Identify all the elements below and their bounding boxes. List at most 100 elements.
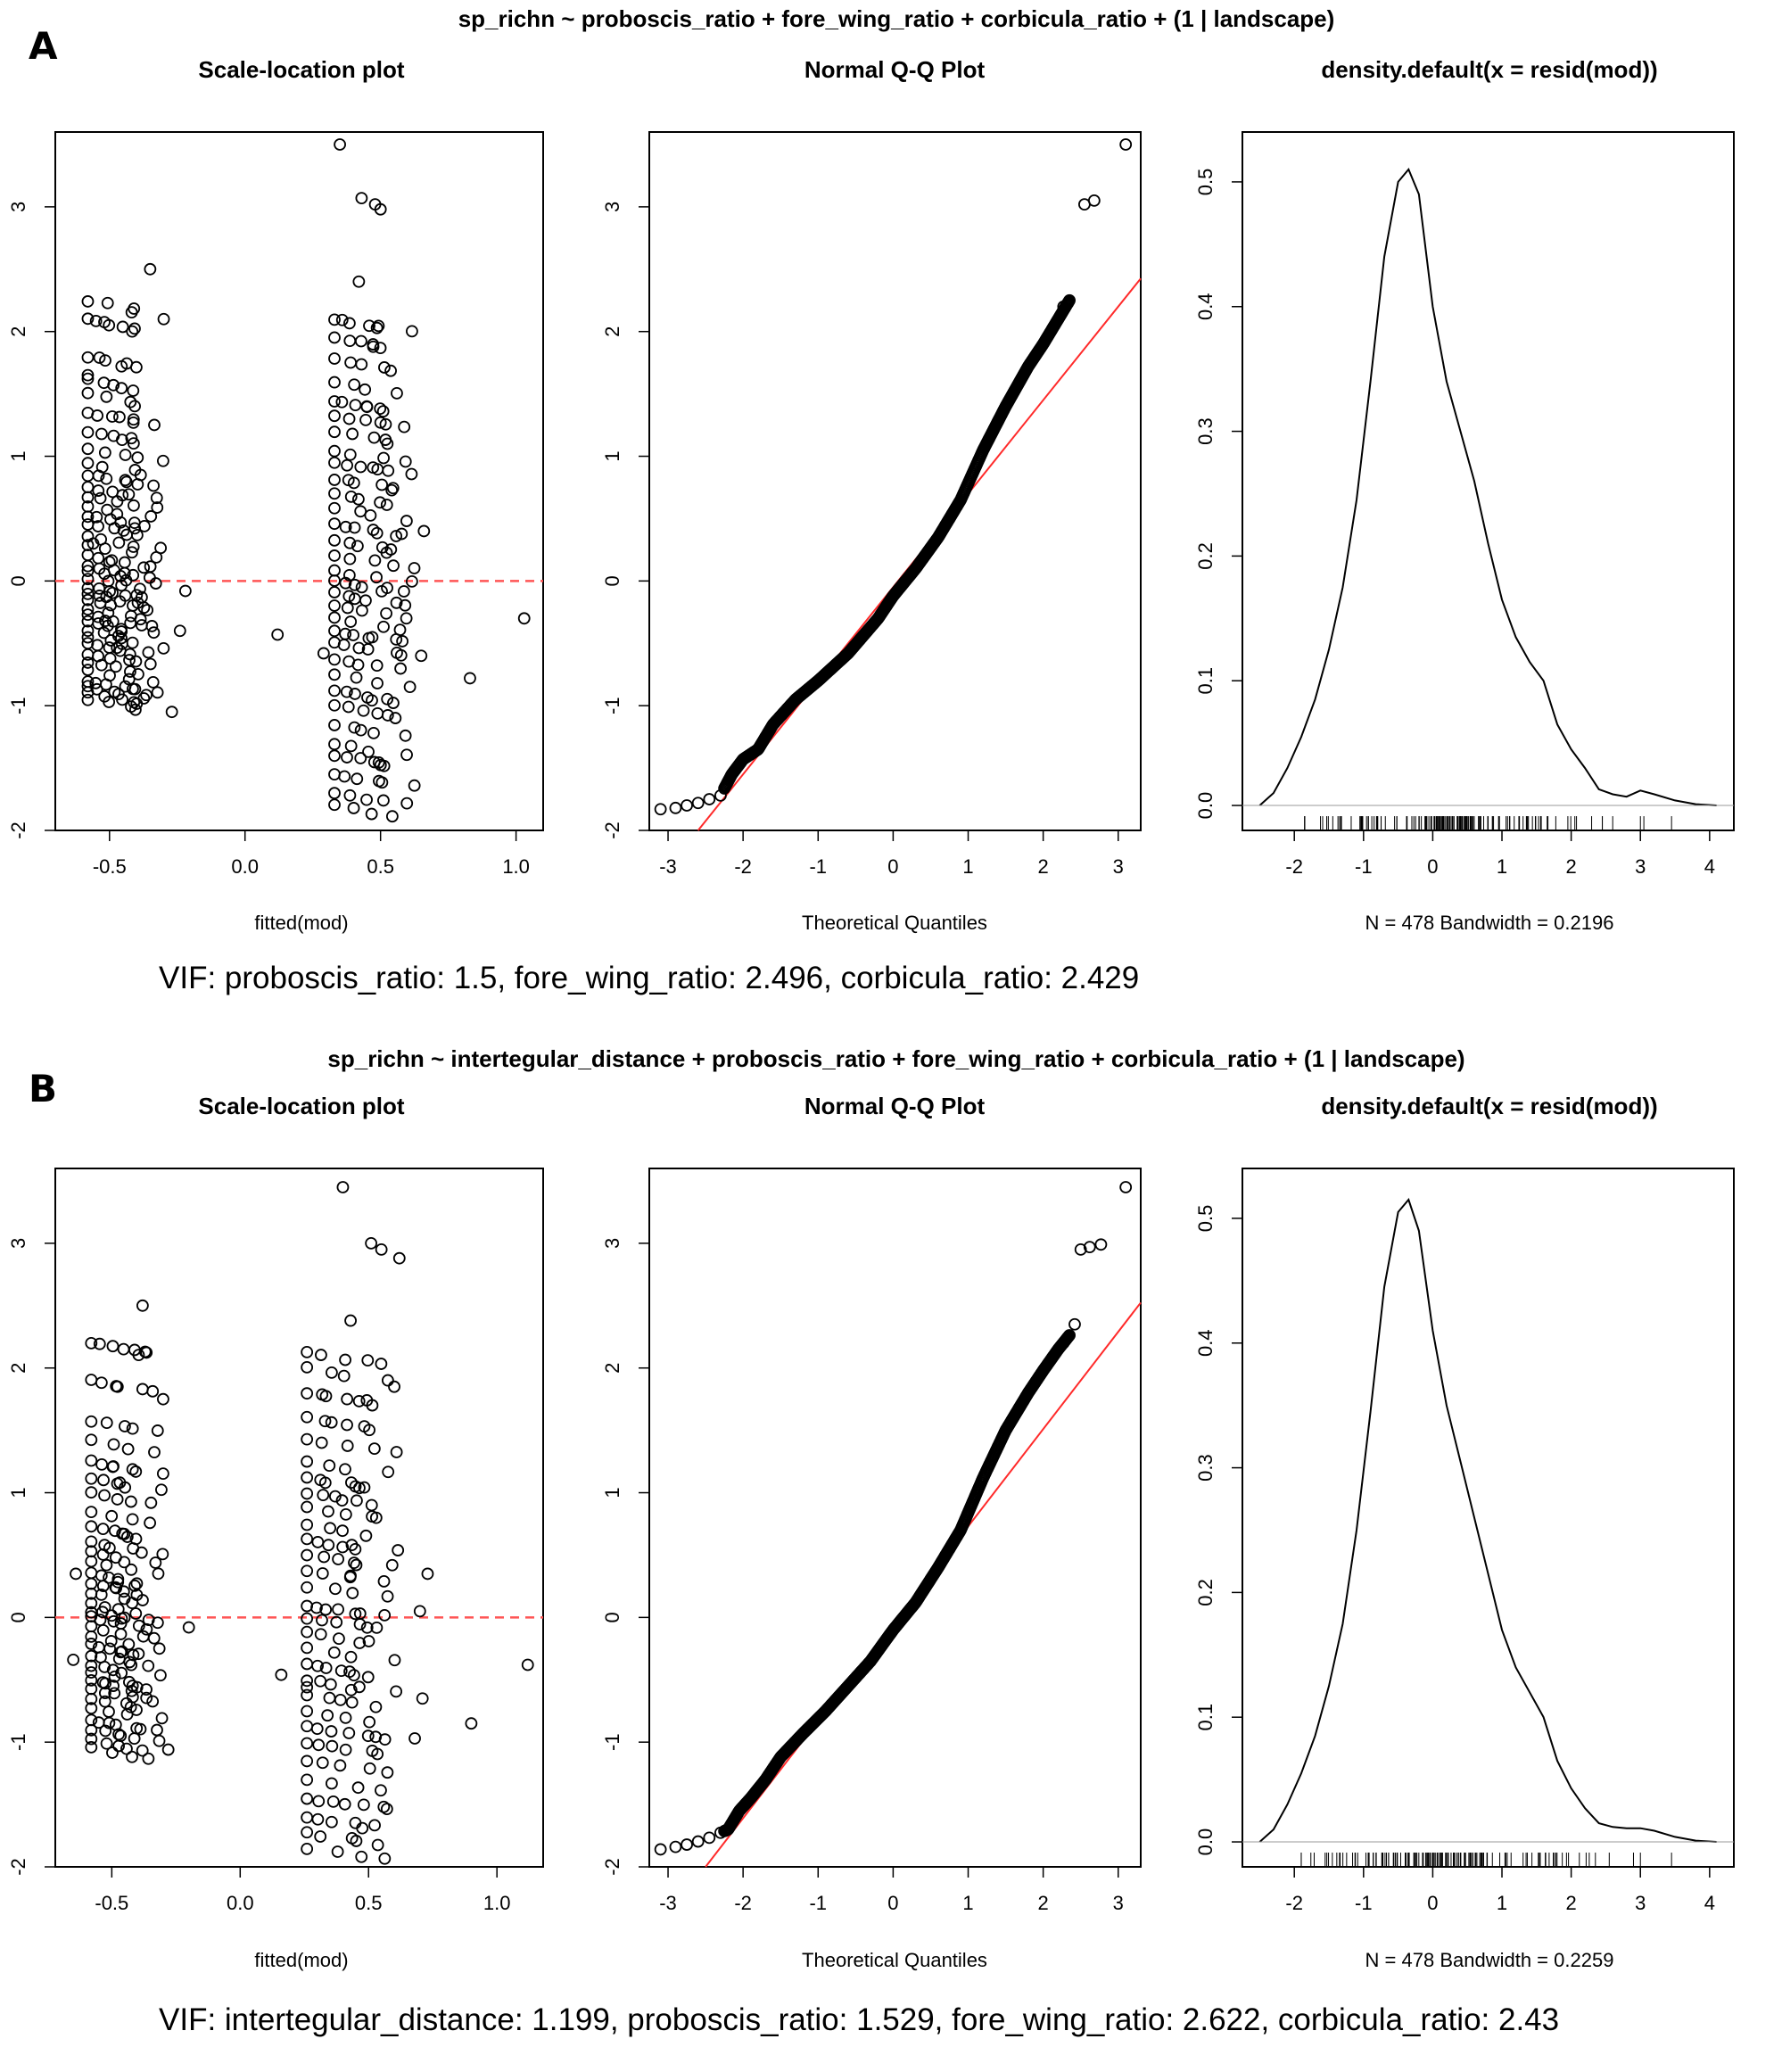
- y-tick-label: 0.2: [1194, 1579, 1217, 1606]
- data-point: [329, 1490, 342, 1503]
- data-point: [301, 1361, 314, 1374]
- data-point: [140, 1691, 153, 1705]
- data-point: [380, 546, 393, 559]
- data-point: [106, 1663, 120, 1677]
- data-point: [317, 1489, 330, 1502]
- data-point: [138, 1345, 152, 1358]
- data-point: [343, 448, 357, 461]
- y-tick-label: -1: [7, 697, 29, 714]
- data-point: [323, 1459, 336, 1473]
- qq-point: [1083, 1241, 1096, 1253]
- data-point: [339, 1353, 351, 1366]
- data-point: [377, 620, 390, 633]
- data-point: [154, 1669, 167, 1682]
- data-point: [370, 526, 384, 540]
- qq-point: [703, 1831, 716, 1845]
- x-tick-label: -2: [734, 855, 752, 878]
- data-point: [344, 490, 358, 503]
- data-point: [331, 1845, 344, 1858]
- x-tick-label: -0.5: [93, 855, 127, 878]
- data-point: [122, 673, 136, 686]
- data-point: [321, 1709, 334, 1722]
- data-point: [85, 1454, 98, 1467]
- data-point: [335, 313, 349, 326]
- data-point: [132, 667, 144, 681]
- y-tick-label: -1: [7, 1733, 29, 1751]
- data-point: [391, 387, 403, 400]
- data-point: [97, 626, 111, 640]
- plot-box: [1242, 1168, 1735, 1868]
- x-tick-label: 1: [1497, 855, 1507, 878]
- data-point: [128, 522, 142, 535]
- data-point: [119, 474, 132, 487]
- data-point: [129, 1607, 143, 1620]
- data-point: [380, 499, 393, 511]
- data-point: [129, 360, 143, 374]
- data-point: [107, 1680, 120, 1692]
- y-tick-label: 2: [7, 326, 29, 337]
- data-point: [119, 589, 132, 602]
- data-point: [354, 752, 367, 764]
- data-point: [400, 797, 414, 810]
- data-point: [343, 552, 357, 565]
- data-point: [351, 658, 365, 672]
- data-point: [311, 1659, 324, 1672]
- data-point: [366, 1399, 379, 1412]
- data-point: [132, 1647, 145, 1661]
- data-point: [115, 359, 128, 373]
- data-point: [96, 1523, 110, 1536]
- data-point: [371, 1747, 384, 1761]
- data-point: [421, 1567, 434, 1581]
- data-point: [122, 488, 136, 501]
- data-point: [119, 1481, 132, 1494]
- x-tick-label: -2: [734, 1892, 752, 1914]
- data-point: [361, 1671, 375, 1684]
- data-point: [375, 1358, 388, 1370]
- data-point: [328, 798, 341, 812]
- data-point: [403, 681, 417, 694]
- data-point: [394, 648, 408, 662]
- data-point: [363, 319, 375, 333]
- data-point: [112, 536, 126, 549]
- data-point: [98, 446, 111, 459]
- x-tick-label: -1: [1355, 855, 1373, 878]
- data-point: [120, 1696, 133, 1710]
- data-point: [328, 487, 341, 500]
- data-point: [301, 1641, 314, 1655]
- density-curve: [1258, 1197, 1717, 1843]
- data-point: [328, 586, 341, 598]
- data-point: [90, 510, 103, 524]
- data-point: [100, 472, 113, 485]
- data-point: [339, 627, 352, 640]
- data-point: [126, 1422, 139, 1435]
- x-tick-label: 3: [1113, 855, 1124, 878]
- data-point: [358, 1481, 371, 1494]
- qq-point: [703, 793, 716, 805]
- data-point: [106, 1460, 120, 1474]
- data-point: [101, 296, 114, 310]
- data-point: [369, 1700, 383, 1713]
- x-tick-label: 0.0: [227, 1892, 254, 1914]
- y-tick-label: -2: [601, 1858, 623, 1876]
- data-point: [385, 483, 399, 497]
- panel-b-scale-location: Scale-location plot fitted(mod) -0.5 0.0 0…: [7, 1093, 544, 1971]
- data-point: [350, 671, 363, 684]
- data-point: [111, 1575, 125, 1589]
- data-point: [95, 1376, 108, 1390]
- data-point: [127, 599, 139, 612]
- data-point: [398, 420, 411, 433]
- data-point: [127, 437, 140, 450]
- data-point: [81, 368, 95, 382]
- data-point: [408, 1732, 421, 1745]
- data-point: [324, 1678, 337, 1691]
- data-point: [377, 1575, 391, 1588]
- data-point: [349, 688, 361, 700]
- qq-point: [1061, 296, 1075, 310]
- data-point: [517, 612, 531, 625]
- data-point: [107, 378, 120, 392]
- data-point: [114, 1646, 128, 1659]
- x-axis-label: Theoretical Quantiles: [802, 912, 987, 934]
- y-tick-label: 3: [601, 202, 623, 212]
- data-point: [361, 1729, 375, 1743]
- x-tick-label: 1: [962, 855, 973, 878]
